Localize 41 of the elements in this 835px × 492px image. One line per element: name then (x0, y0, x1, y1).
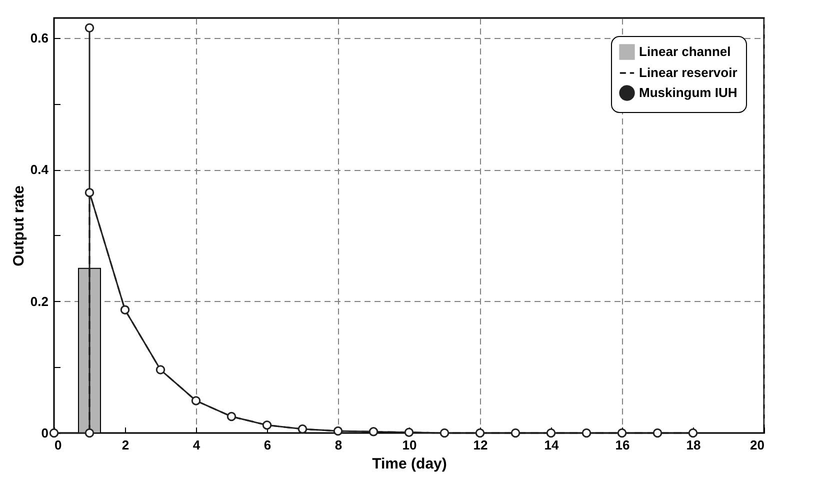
x-tick-label: 14 (544, 438, 560, 452)
x-tick-label: 12 (473, 438, 488, 452)
point (510, 428, 520, 438)
point (582, 428, 592, 438)
y-tick-label: 0.6 (30, 30, 48, 46)
point (84, 428, 94, 438)
point (368, 427, 378, 436)
y-tick-label: 0 (41, 426, 48, 440)
point (84, 23, 94, 32)
y-tick-label: 0.4 (30, 162, 50, 178)
point (226, 412, 236, 422)
point (262, 420, 272, 430)
legend-label: Linear reservoir (639, 65, 738, 80)
point (546, 428, 556, 438)
y-axis-title: Output rate (10, 186, 28, 266)
point (404, 428, 414, 437)
x-tick-label: 2 (122, 438, 130, 452)
x-tick-label: 0 (54, 438, 62, 452)
x-tick-label: 8 (334, 438, 342, 452)
point (49, 428, 59, 438)
point (475, 428, 485, 438)
point (652, 428, 662, 438)
point (191, 396, 201, 406)
x-tick-label: 6 (264, 438, 272, 452)
x-tick-label: 16 (615, 438, 630, 452)
point (156, 365, 166, 374)
point (120, 305, 130, 314)
legend-label: Linear channel (639, 44, 731, 59)
point (617, 428, 627, 438)
x-tick-label: 4 (192, 438, 201, 452)
y-tick-label: 0.2 (30, 294, 48, 309)
x-tick-label: 18 (686, 438, 701, 452)
point (298, 424, 308, 434)
legend-label: Muskingum IUH (639, 85, 738, 100)
point (688, 428, 698, 438)
point (333, 426, 343, 436)
x-tick-label: 20 (750, 438, 764, 452)
point (84, 188, 94, 198)
x-tick-label: 10 (402, 438, 417, 452)
x-axis-title: Time (day) (372, 456, 447, 472)
point (440, 428, 450, 438)
